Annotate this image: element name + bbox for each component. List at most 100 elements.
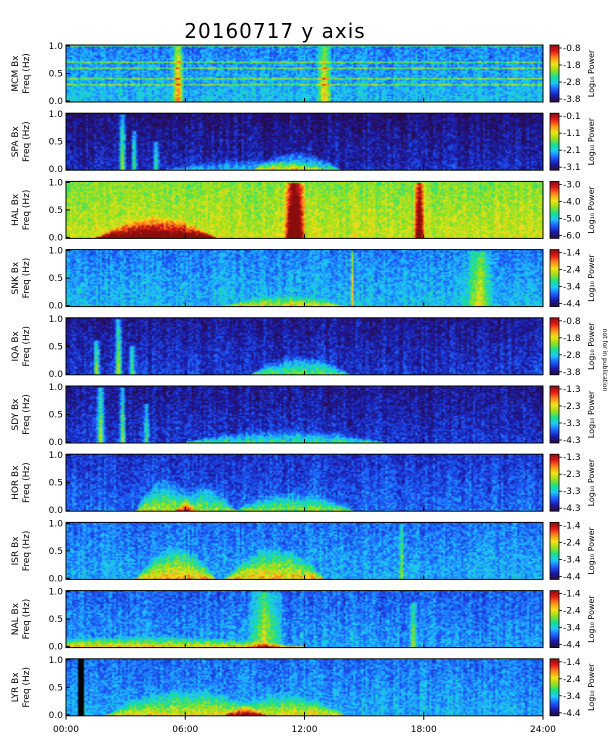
- colorbar-tick-label: -3.3: [563, 419, 581, 429]
- colorbar: [549, 385, 560, 444]
- colorbar-tick-label: -5.0: [563, 214, 581, 224]
- y-axis-label-station: SDY Bx: [11, 398, 21, 431]
- x-axis-tick-label: 06:00: [172, 725, 198, 735]
- panel-sdy: 0.0 0.5 1.0 SDY Bx Freq (Hz) -1.3 -2.3 -3.3 -4.3…: [11, 383, 596, 448]
- colorbar-tick-label: -4.3: [563, 436, 581, 446]
- y-axis-label-freq: Freq (Hz): [22, 667, 32, 708]
- y-tick-label: 0.5: [49, 274, 63, 284]
- colorbar-tick-label: -4.4: [563, 709, 581, 719]
- y-tick-label: 0.0: [49, 370, 64, 380]
- heatmap-hor: [66, 454, 543, 512]
- colorbar-tick-label: -2.4: [563, 607, 581, 617]
- panel-snk: 0.0 0.5 1.0 SNK Bx Freq (Hz) -1.4 -2.4 -3.4 -4.4…: [11, 247, 596, 312]
- colorbar-tick-label: -2.8: [563, 78, 581, 88]
- colorbar: [549, 658, 560, 717]
- colorbar-label: Log₁₀ Power: [587, 390, 596, 438]
- y-axis-label-freq: Freq (Hz): [22, 258, 32, 299]
- colorbar-tick-label: -3.1: [563, 163, 581, 173]
- panel-hor: 0.0 0.5 1.0 HOR Bx Freq (Hz) -1.3 -2.3 -3.3 -4.3…: [11, 451, 596, 516]
- colorbar-tick-label: -2.4: [563, 675, 581, 685]
- panel-spa: 0.0 0.5 1.0 SPA Bx Freq (Hz) -0.1 -1.1 -2.1 -3.1…: [11, 110, 596, 175]
- y-axis-label-freq: Freq (Hz): [22, 599, 32, 640]
- colorbar: [549, 112, 560, 171]
- y-axis-label-station: HOR Bx: [11, 465, 21, 500]
- y-tick-label: 0.0: [49, 165, 64, 175]
- colorbar: [549, 522, 560, 580]
- y-axis-label-station: HAL Bx: [11, 193, 21, 226]
- panel-iqa: 0.0 0.5 1.0 IQA Bx Freq (Hz) -0.8 -1.8 -2.8 -3.8…: [11, 315, 596, 380]
- y-tick-label: 0.0: [49, 97, 64, 107]
- y-axis-label-freq: Freq (Hz): [22, 326, 32, 367]
- y-tick-label: 1.0: [49, 178, 64, 188]
- heatmap-isr: [66, 522, 543, 580]
- y-axis-label-station: SNK Bx: [11, 261, 21, 294]
- colorbar-tick-label: -1.1: [563, 129, 581, 139]
- y-axis-label-freq: Freq (Hz): [22, 462, 32, 503]
- y-tick-label: 0.5: [49, 683, 63, 693]
- y-tick-label: 0.5: [49, 615, 63, 625]
- y-tick-label: 0.5: [49, 342, 63, 352]
- colorbar-tick-label: -4.4: [563, 572, 581, 582]
- colorbar-label: Log₁₀ Power: [587, 595, 596, 643]
- y-tick-label: 1.0: [49, 315, 64, 325]
- colorbar-tick-label: -1.4: [563, 658, 581, 668]
- colorbar-tick-label: -1.3: [563, 385, 581, 395]
- colorbar-label: Log₁₀ Power: [587, 663, 596, 711]
- colorbar-tick-label: -4.3: [563, 504, 581, 514]
- colorbar: [549, 590, 560, 648]
- y-axis-label-freq: Freq (Hz): [22, 394, 32, 435]
- heatmap-snk: [66, 249, 543, 307]
- colorbar-tick-label: -1.4: [563, 249, 581, 259]
- colorbar-tick-label: -4.4: [563, 300, 581, 310]
- panel-hal: 0.0 0.5 1.0 HAL Bx Freq (Hz) -3.0 -4.0 -5.0 -6.0…: [11, 178, 596, 243]
- y-tick-label: 1.0: [49, 42, 64, 52]
- panel-nal: 0.0 0.5 1.0 NAL Bx Freq (Hz) -1.4 -2.4 -3.4 -4.4…: [11, 588, 596, 653]
- colorbar-tick-label: -0.8: [563, 317, 581, 327]
- colorbar-tick-label: -3.0: [563, 180, 581, 190]
- colorbar-tick-label: -3.4: [563, 624, 581, 634]
- y-tick-label: 0.0: [49, 574, 64, 584]
- y-tick-label: 0.0: [49, 438, 64, 448]
- colorbar-tick-label: -2.8: [563, 351, 581, 361]
- x-axis: 00:00 06:00 12:00 18:00 24:00: [53, 715, 556, 735]
- y-tick-label: 0.0: [49, 506, 64, 516]
- y-axis-label-freq: Freq (Hz): [22, 190, 32, 231]
- colorbar-tick-label: -0.8: [563, 44, 581, 54]
- heatmap-mcm: [66, 45, 543, 102]
- colorbar-tick-label: -6.0: [563, 231, 581, 241]
- vertical-note: not for in publication: [601, 329, 608, 392]
- y-tick-label: 1.0: [49, 110, 64, 120]
- colorbar-tick-label: -1.8: [563, 61, 581, 71]
- y-tick-label: 0.0: [49, 643, 64, 653]
- colorbar: [549, 180, 560, 239]
- colorbar-label: Log₁₀ Power: [587, 117, 596, 165]
- y-tick-label: 1.0: [49, 656, 64, 666]
- y-tick-label: 1.0: [49, 247, 64, 257]
- colorbar-tick-label: -3.8: [563, 95, 581, 105]
- y-axis-label-station: LYR Bx: [11, 672, 21, 703]
- colorbar: [549, 249, 560, 308]
- colorbar-tick-label: -1.8: [563, 334, 581, 344]
- x-axis-tick-label: 24:00: [530, 725, 556, 735]
- panel-mcm: 0.0 0.5 1.0 MCM Bx Freq (Hz) -0.8 -1.8 -2.8 -3.8…: [11, 42, 596, 107]
- colorbar: [549, 44, 560, 103]
- y-tick-label: 1.0: [49, 588, 64, 598]
- colorbar-tick-label: -2.1: [563, 146, 581, 156]
- y-tick-label: 0.5: [49, 479, 63, 489]
- y-tick-label: 0.5: [49, 411, 63, 421]
- heatmap-nal: [66, 590, 543, 648]
- x-axis-tick-label: 12:00: [292, 725, 318, 735]
- y-tick-label: 1.0: [49, 383, 64, 393]
- x-axis-tick-label: 18:00: [411, 725, 437, 735]
- y-axis-label-freq: Freq (Hz): [22, 121, 32, 162]
- colorbar-tick-label: -1.4: [563, 590, 581, 600]
- colorbar-label: Log₁₀ Power: [587, 254, 596, 302]
- y-tick-label: 0.0: [49, 302, 64, 312]
- heatmap-lyr: [66, 658, 543, 716]
- heatmap-iqa: [66, 317, 543, 375]
- colorbar-tick-label: -3.4: [563, 692, 581, 702]
- colorbar-label: Log₁₀ Power: [587, 322, 596, 370]
- colorbar-tick-label: -1.3: [563, 453, 581, 463]
- y-tick-label: 1.0: [49, 519, 64, 529]
